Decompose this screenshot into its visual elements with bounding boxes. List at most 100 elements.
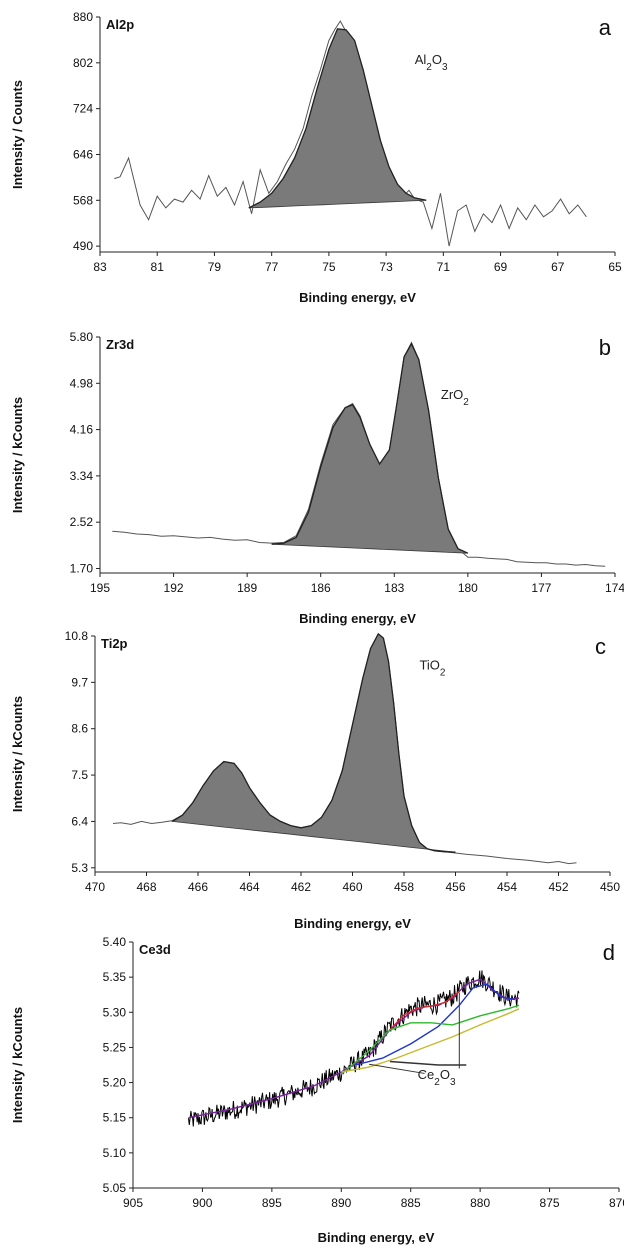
fit-component-line	[188, 978, 520, 1119]
y-tick-label: 724	[73, 102, 93, 116]
x-tick-label: 192	[164, 581, 184, 595]
x-tick-label: 464	[239, 880, 259, 894]
x-axis-title: Binding energy, eV	[299, 611, 416, 626]
x-tick-label: 885	[401, 1196, 421, 1210]
raw-spectrum-line	[188, 970, 520, 1127]
compound-label: TiO2	[419, 658, 445, 679]
fit-envelope-line	[171, 632, 456, 853]
x-tick-label: 71	[437, 260, 451, 274]
y-tick-label: 4.98	[70, 376, 94, 390]
y-tick-label: 5.3	[71, 861, 88, 875]
fit-envelope-line	[271, 342, 469, 554]
x-tick-label: 456	[445, 880, 465, 894]
y-tick-label: 5.30	[103, 1005, 127, 1019]
element-label: Ti2p	[101, 636, 128, 651]
y-tick-label: 6.4	[71, 814, 88, 828]
y-axis-title: Intensity / kCounts	[10, 696, 25, 812]
x-tick-label: 195	[90, 581, 110, 595]
x-tick-label: 905	[123, 1196, 143, 1210]
x-axis-title: Binding energy, eV	[318, 1230, 435, 1245]
x-tick-label: 460	[342, 880, 362, 894]
x-tick-label: 174	[605, 581, 624, 595]
y-tick-label: 568	[73, 193, 93, 207]
element-label: Ce3d	[139, 942, 171, 957]
y-tick-label: 5.05	[103, 1181, 127, 1195]
y-tick-label: 5.20	[103, 1076, 127, 1090]
x-tick-label: 890	[331, 1196, 351, 1210]
y-tick-label: 490	[73, 239, 93, 253]
y-tick-label: 5.10	[103, 1146, 127, 1160]
annotation-leader-line	[368, 1063, 425, 1074]
x-tick-label: 65	[608, 260, 622, 274]
x-tick-label: 458	[394, 880, 414, 894]
fit-peak-area	[171, 633, 456, 853]
x-tick-label: 81	[151, 260, 165, 274]
panel-a: 83 81 79 77 75 73 71 69 67 65 490 568 646 724 802 880 Bi…	[10, 10, 622, 305]
y-axis-title: Intensity / kCounts	[10, 1007, 25, 1123]
panel-letter: d	[603, 940, 615, 965]
x-tick-label: 468	[136, 880, 156, 894]
x-tick-label: 75	[322, 260, 336, 274]
x-tick-label: 189	[237, 581, 257, 595]
panel-b: 195 192 189 186 183 180 177 174 1.70 2.52 3.34 4.16…	[10, 330, 624, 626]
y-tick-label: 10.8	[65, 629, 89, 643]
x-tick-label: 900	[192, 1196, 212, 1210]
fit-component-line	[389, 990, 460, 1031]
y-tick-label: 5.35	[103, 970, 127, 984]
panel-c: 470 468 466 464 462 460 458 456 454 452 450 5.3 6.4 7…	[10, 629, 620, 931]
x-tick-label: 895	[262, 1196, 282, 1210]
x-tick-label: 73	[379, 260, 393, 274]
y-tick-label: 5.15	[103, 1111, 127, 1125]
x-tick-label: 470	[85, 880, 105, 894]
y-tick-label: 880	[73, 10, 93, 24]
x-tick-label: 83	[93, 260, 107, 274]
x-tick-label: 450	[600, 880, 620, 894]
fit-peak-area	[248, 28, 427, 209]
x-tick-label: 177	[531, 581, 551, 595]
element-label: Al2p	[106, 17, 134, 32]
fit-component-line	[340, 1004, 520, 1075]
fit-component-line	[341, 1008, 520, 1073]
fit-peak-area	[271, 342, 469, 554]
x-tick-label: 880	[470, 1196, 490, 1210]
x-tick-label: 186	[311, 581, 331, 595]
x-tick-label: 454	[497, 880, 517, 894]
compound-label: Al2O3	[415, 52, 448, 73]
y-tick-label: 2.52	[70, 515, 94, 529]
x-tick-label: 466	[188, 880, 208, 894]
element-label: Zr3d	[106, 337, 134, 352]
x-tick-label: 875	[540, 1196, 560, 1210]
x-tick-label: 77	[265, 260, 279, 274]
y-tick-label: 3.34	[70, 469, 94, 483]
y-axis-title: Intensity / kCounts	[10, 397, 25, 513]
x-tick-label: 180	[458, 581, 478, 595]
panel-d: 905 900 895 890 885 880 875 870 5.05 5.10 5.15 5.20…	[10, 935, 624, 1245]
y-tick-label: 5.80	[70, 330, 94, 344]
x-axis-title: Binding energy, eV	[294, 916, 411, 931]
y-tick-label: 802	[73, 56, 93, 70]
compound-label: Ce2O3	[418, 1067, 456, 1088]
fit-component-line	[389, 1060, 467, 1066]
panel-letter: a	[599, 15, 612, 40]
panel-letter: c	[595, 634, 606, 659]
panel-letter: b	[599, 335, 611, 360]
y-tick-label: 646	[73, 147, 93, 161]
x-tick-label: 67	[551, 260, 565, 274]
x-tick-label: 870	[609, 1196, 624, 1210]
fit-envelope-line	[248, 28, 427, 209]
x-axis-title: Binding energy, eV	[299, 290, 416, 305]
fit-component-line	[355, 983, 516, 1066]
y-tick-label: 1.70	[70, 561, 94, 575]
x-tick-label: 69	[494, 260, 508, 274]
y-tick-label: 5.40	[103, 935, 127, 949]
y-tick-label: 5.25	[103, 1040, 127, 1054]
y-axis-title: Intensity / Counts	[10, 80, 25, 189]
y-tick-label: 4.16	[70, 423, 94, 437]
x-tick-label: 452	[548, 880, 568, 894]
x-tick-label: 79	[208, 260, 222, 274]
x-tick-label: 183	[384, 581, 404, 595]
y-tick-label: 7.5	[71, 768, 88, 782]
x-tick-label: 462	[291, 880, 311, 894]
y-tick-label: 8.6	[71, 722, 88, 736]
